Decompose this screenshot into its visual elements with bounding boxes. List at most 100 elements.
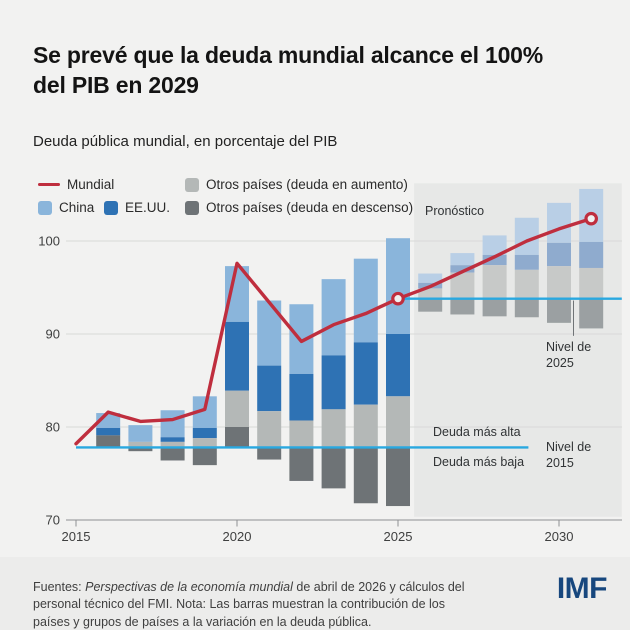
mundial-line-swatch bbox=[38, 182, 60, 187]
bar-segment-2019-others_up bbox=[192, 438, 217, 448]
bar-segment-2031-others_down bbox=[579, 298, 604, 329]
bar-segment-2026-us bbox=[418, 282, 443, 289]
bar-segment-2023-others_up bbox=[321, 409, 346, 448]
bar-segment-2030-others_up bbox=[547, 266, 571, 299]
legend-item-others-up: Otros países (deuda en aumento) bbox=[185, 177, 408, 192]
higher-debt-label: Deuda más alta bbox=[433, 425, 521, 439]
bar-segment-2021-china bbox=[257, 300, 282, 366]
bar-segment-2022-us bbox=[289, 373, 314, 421]
bar-segment-2024-others_up bbox=[353, 404, 378, 448]
bar-segment-2031-us bbox=[579, 241, 604, 268]
bar-segment-2027-us bbox=[450, 265, 475, 273]
bar-segment-2022-others_down bbox=[289, 447, 314, 481]
bar-segment-2023-others_down bbox=[321, 447, 346, 489]
bar-segment-2016-china bbox=[96, 413, 121, 428]
legend-item-us: EE.UU. bbox=[104, 200, 170, 215]
bar-segment-2029-others_down bbox=[514, 298, 539, 318]
bar-segment-2029-others_up bbox=[514, 269, 539, 299]
bar-segment-2025-others_up bbox=[386, 396, 410, 448]
source-prefix: Fuentes: bbox=[33, 579, 86, 594]
bar-segment-2025-china bbox=[386, 238, 410, 334]
bar-segment-2029-us bbox=[514, 254, 539, 270]
bar-segment-2023-china bbox=[321, 279, 346, 356]
legend-label-others-up: Otros países (deuda en aumento) bbox=[206, 177, 408, 192]
bar-segment-2017-others_down bbox=[128, 447, 153, 452]
bar-segment-2018-others_up bbox=[160, 441, 185, 448]
bar-segment-2018-others_down bbox=[160, 447, 185, 461]
lower-debt-label: Deuda más baja bbox=[433, 455, 525, 469]
bar-segment-2024-us bbox=[353, 342, 378, 405]
legend-item-mundial: Mundial bbox=[38, 177, 114, 192]
bar-segment-2026-china bbox=[418, 273, 443, 283]
bar-segment-2024-others_down bbox=[353, 447, 378, 504]
bar-segment-2021-others_down bbox=[257, 447, 282, 460]
x-tick-label-2030: 2030 bbox=[545, 529, 574, 544]
bar-segment-2031-china bbox=[579, 188, 604, 242]
bar-segment-2021-us bbox=[257, 365, 282, 412]
legend-item-china: China bbox=[38, 200, 94, 215]
chart-subtitle: Deuda pública mundial, en porcentaje del… bbox=[33, 133, 338, 150]
source-rest: de abril de 2026 y cálculos del personal… bbox=[33, 579, 465, 630]
bar-segment-2020-china bbox=[225, 266, 249, 322]
page-title: Se prevé que la deuda mundial alcance el… bbox=[33, 42, 544, 99]
x-tick-label-2025: 2025 bbox=[384, 529, 413, 544]
bar-segment-2028-others_down bbox=[482, 298, 507, 317]
world-debt-line bbox=[74, 216, 593, 446]
bar-segment-2019-others_down bbox=[192, 447, 217, 466]
forecast-label: Pronóstico bbox=[425, 204, 485, 218]
footer: Fuentes: Perspectivas de la economía mun… bbox=[0, 557, 630, 630]
imf-logo: IMF bbox=[556, 572, 608, 605]
level-2015-label: Nivel de 2015 bbox=[546, 440, 592, 470]
bar-segment-2026-others_up bbox=[418, 288, 443, 299]
y-tick-label-100: 100 bbox=[38, 234, 60, 249]
legend-label-us: EE.UU. bbox=[125, 200, 171, 215]
bar-segment-2027-others_up bbox=[450, 272, 475, 299]
bar-segment-2020-us bbox=[225, 321, 249, 391]
bar-segment-2027-others_down bbox=[450, 298, 475, 315]
bar-segment-2025-others_down bbox=[386, 447, 410, 507]
x-tick-label-2015: 2015 bbox=[62, 529, 91, 544]
bar-segment-2028-us bbox=[482, 254, 507, 266]
bar-segment-2030-china bbox=[547, 202, 571, 243]
legend-item-others-down: Otros países (deuda en descenso) bbox=[185, 200, 413, 215]
bar-segment-2028-others_up bbox=[482, 265, 507, 299]
others-up-swatch bbox=[185, 177, 199, 192]
marker-2031 bbox=[584, 211, 598, 226]
bar-segment-2017-china bbox=[128, 425, 153, 442]
bar-segment-2020-others_up bbox=[225, 390, 249, 427]
bar-segment-2016-us bbox=[96, 427, 121, 436]
bar-segment-2026-others_down bbox=[418, 298, 443, 312]
bar-segment-2023-us bbox=[321, 355, 346, 410]
y-tick-label-80: 80 bbox=[46, 420, 60, 435]
others-down-swatch bbox=[185, 200, 199, 215]
bar-segment-2028-china bbox=[482, 235, 507, 255]
china-swatch bbox=[38, 200, 52, 215]
bar-segment-2025-us bbox=[386, 334, 410, 397]
bar-segment-2016-others_down bbox=[96, 435, 121, 448]
marker-2025 bbox=[391, 291, 405, 306]
bar-segment-2027-china bbox=[450, 253, 475, 266]
bar-segment-2022-china bbox=[289, 304, 314, 374]
bar-segment-2018-us bbox=[160, 437, 185, 442]
source-title-italic: Perspectivas de la economía mundial bbox=[85, 579, 293, 594]
bar-segment-2029-china bbox=[514, 217, 539, 255]
level-2025-label: Nivel de 2025 bbox=[546, 340, 592, 370]
y-tick-label-70: 70 bbox=[46, 513, 60, 528]
legend-label-mundial: Mundial bbox=[67, 177, 115, 192]
bar-segment-2019-china bbox=[192, 396, 217, 428]
y-tick-label-90: 90 bbox=[46, 327, 60, 342]
source-note: Fuentes: Perspectivas de la economía mun… bbox=[33, 579, 473, 630]
bar-segment-2021-others_up bbox=[257, 411, 282, 448]
bar-segment-2022-others_up bbox=[289, 420, 314, 448]
bar-segment-2024-china bbox=[353, 258, 378, 343]
legend-label-others-down: Otros países (deuda en descenso) bbox=[206, 200, 414, 215]
us-swatch bbox=[104, 200, 118, 215]
bar-segment-2017-others_up bbox=[128, 441, 153, 448]
bar-segment-2031-others_up bbox=[579, 267, 604, 299]
bar-segment-2018-china bbox=[160, 410, 185, 438]
bar-segment-2030-others_down bbox=[547, 298, 571, 323]
bar-segment-2020-others_down bbox=[225, 427, 249, 448]
bar-segment-2030-us bbox=[547, 242, 571, 267]
bar-segment-2019-us bbox=[192, 427, 217, 439]
